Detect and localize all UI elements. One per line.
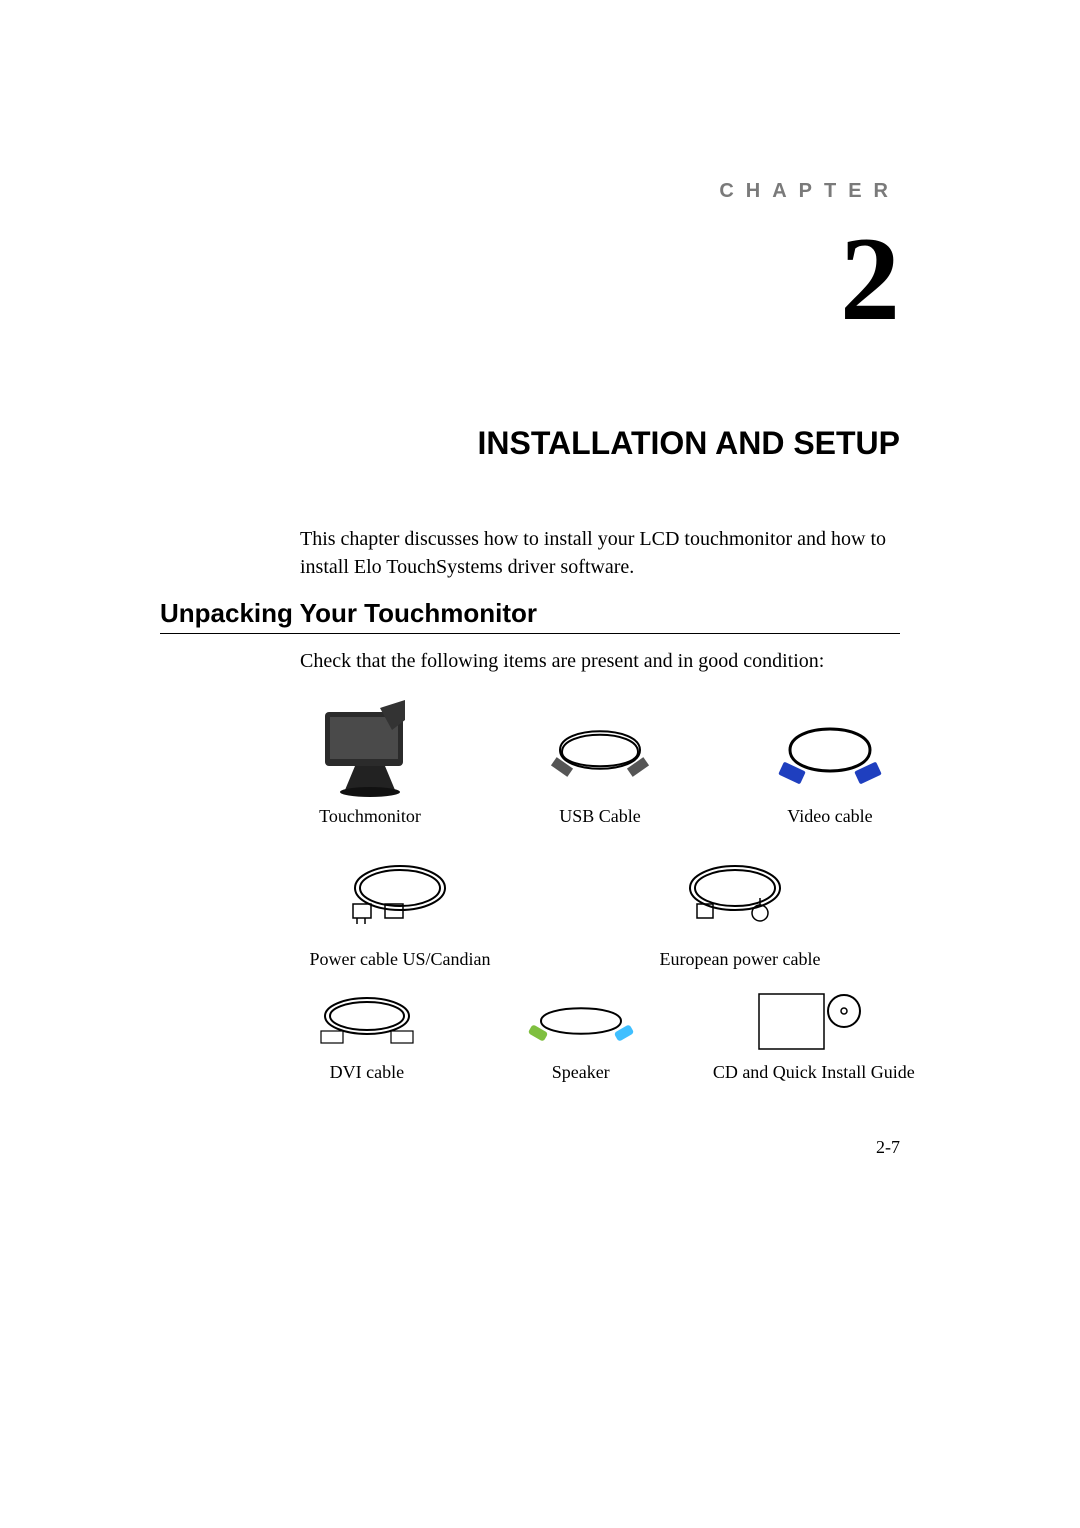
chapter-number: 2 — [840, 210, 900, 348]
usb-cable-icon — [540, 700, 660, 800]
section-body: Check that the following items are prese… — [300, 650, 900, 673]
item-power-eu: European power cable — [630, 843, 850, 970]
section-heading: Unpacking Your Touchmonitor — [160, 598, 900, 629]
item-label: Video cable — [787, 806, 872, 827]
item-video-cable: Video cable — [740, 700, 920, 827]
item-label: Touchmonitor — [319, 806, 421, 827]
cd-guide-icon — [749, 986, 879, 1056]
document-page: CHAPTER 2 INSTALLATION AND SETUP This ch… — [0, 0, 1080, 1528]
grid-row: Touchmonitor USB Cable — [280, 700, 920, 827]
chapter-label: CHAPTER — [719, 180, 900, 203]
power-us-icon — [335, 843, 465, 943]
item-label: USB Cable — [559, 806, 641, 827]
section-rule — [160, 633, 900, 634]
chapter-intro: This chapter discusses how to install yo… — [300, 525, 900, 581]
item-label: European power cable — [660, 949, 821, 970]
item-label: Power cable US/Candian — [310, 949, 491, 970]
item-touchmonitor: Touchmonitor — [280, 700, 460, 827]
item-power-us: Power cable US/Candian — [290, 843, 510, 970]
power-eu-icon — [675, 843, 805, 943]
item-cd-guide: CD and Quick Install Guide — [708, 986, 920, 1083]
section-heading-block: Unpacking Your Touchmonitor — [160, 598, 900, 634]
item-label: CD and Quick Install Guide — [713, 1062, 915, 1083]
touchmonitor-icon — [310, 700, 430, 800]
grid-row: Power cable US/Candian European power ca… — [290, 843, 920, 970]
item-label: DVI cable — [330, 1062, 404, 1083]
grid-row: DVI cable Speaker — [280, 986, 920, 1083]
item-speaker: Speaker — [494, 986, 668, 1083]
chapter-title: INSTALLATION AND SETUP — [478, 425, 901, 462]
dvi-cable-icon — [307, 986, 427, 1056]
item-label: Speaker — [552, 1062, 610, 1083]
items-grid: Touchmonitor USB Cable — [280, 700, 920, 1099]
item-usb-cable: USB Cable — [510, 700, 690, 827]
video-cable-icon — [770, 700, 890, 800]
page-number: 2-7 — [876, 1137, 900, 1158]
speaker-cable-icon — [521, 986, 641, 1056]
item-dvi-cable: DVI cable — [280, 986, 454, 1083]
